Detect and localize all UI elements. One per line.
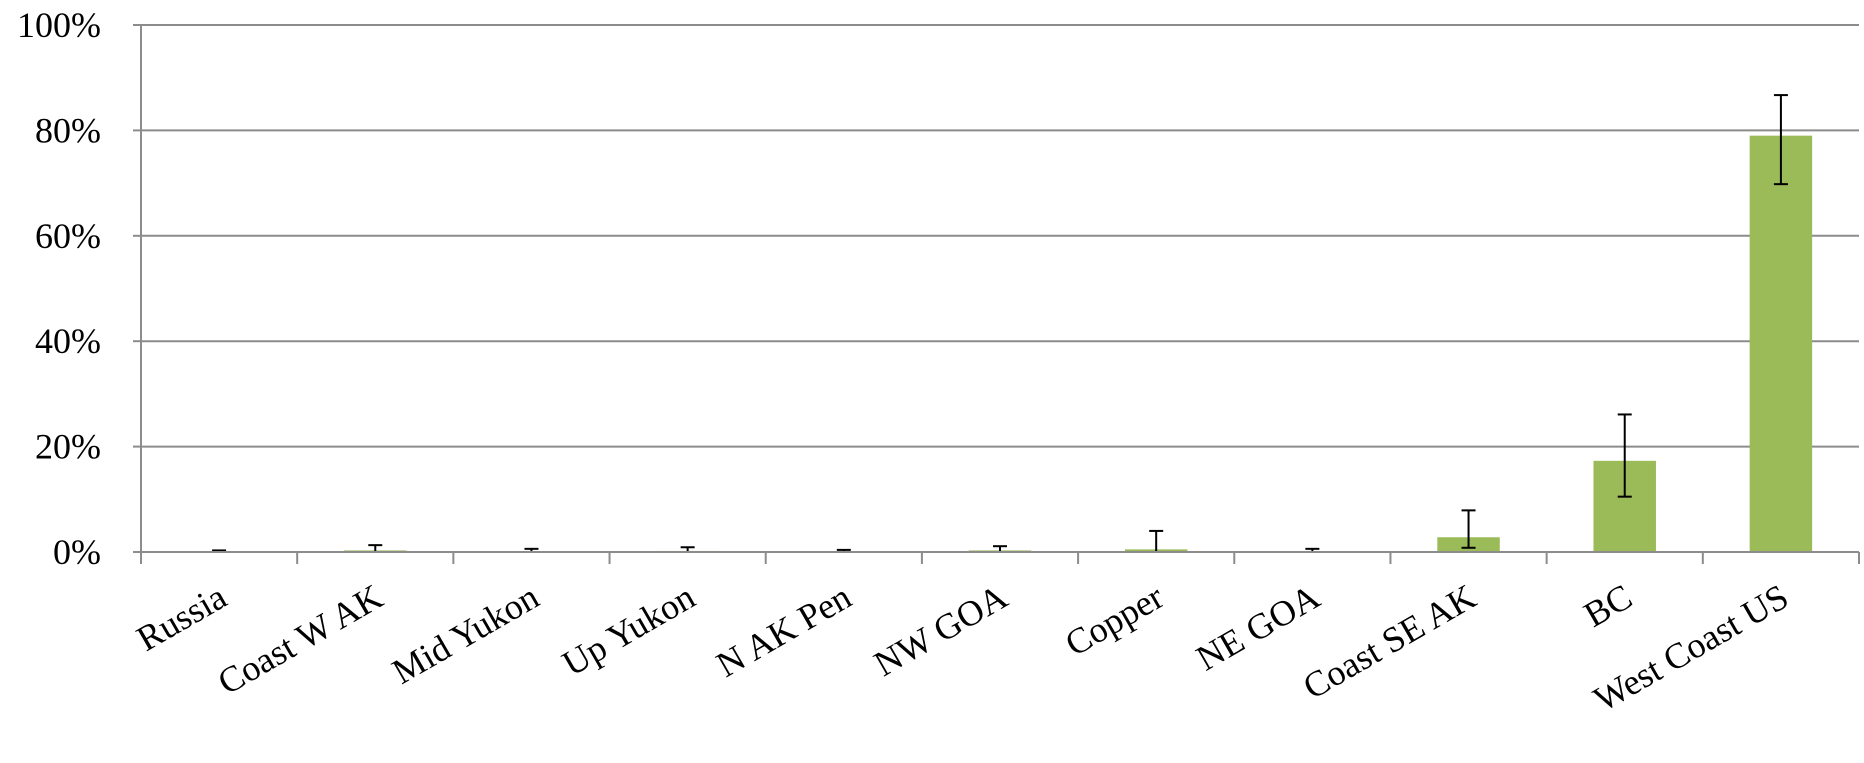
- error-bar: [1773, 94, 1788, 186]
- category-label: NE GOA: [1189, 576, 1326, 678]
- error-bar: [1149, 529, 1164, 553]
- x-axis: [133, 24, 1860, 564]
- category-label: Up Yukon: [555, 576, 701, 683]
- y-tick-label: 20%: [35, 427, 101, 467]
- category-label: Copper: [1058, 576, 1170, 664]
- category-label: BC: [1577, 576, 1639, 635]
- category-label: Mid Yukon: [385, 576, 545, 691]
- y-tick-label: 60%: [35, 216, 101, 256]
- y-tick-label: 40%: [35, 321, 101, 361]
- category-label: Russia: [130, 576, 233, 659]
- y-tick-label: 80%: [35, 110, 101, 150]
- category-label: NW GOA: [867, 576, 1014, 684]
- category-label: Coast W AK: [211, 576, 389, 702]
- bars: [344, 135, 1813, 553]
- gridlines: [141, 24, 1859, 448]
- error-bar: [1617, 413, 1632, 498]
- error-bars: [212, 94, 1788, 553]
- y-tick-label: 100%: [17, 5, 101, 45]
- y-axis-tick-labels: 0% 20% 40% 60% 80% 100%: [17, 5, 101, 572]
- bar: [1749, 135, 1813, 553]
- category-label: N AK Pen: [710, 576, 858, 685]
- error-bar: [1461, 509, 1476, 549]
- category-label: Coast SE AK: [1296, 576, 1482, 707]
- y-tick-label: 0%: [53, 532, 101, 572]
